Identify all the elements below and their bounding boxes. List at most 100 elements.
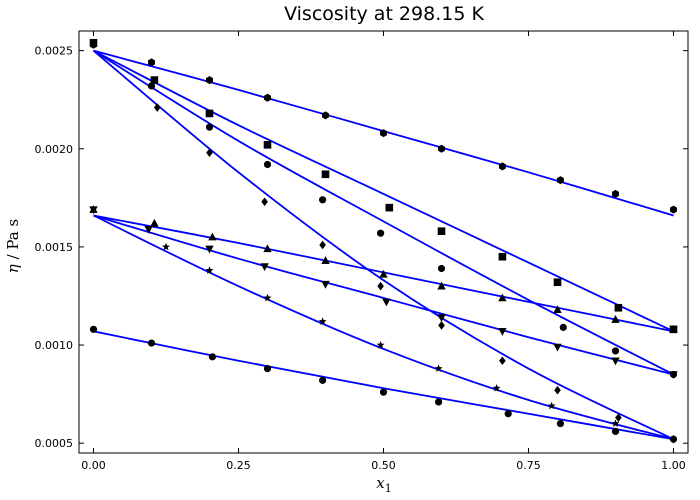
data-point-triangle-up — [321, 256, 330, 264]
y-tick-label: 0.0010 — [35, 339, 74, 352]
data-point-triangle-down — [498, 328, 507, 336]
data-point-circle — [556, 419, 565, 428]
series-8-markers — [89, 325, 678, 443]
data-point-diamond — [206, 148, 213, 157]
data-point-star — [263, 293, 272, 302]
x-tick-label: 0.25 — [226, 459, 251, 472]
data-point-circle — [377, 229, 385, 237]
data-point-star — [376, 340, 385, 349]
data-point-triangle-up — [611, 315, 620, 323]
data-point-circle — [205, 123, 214, 131]
data-point-hexagon — [206, 76, 213, 85]
fit-curve-2 — [93, 49, 674, 333]
series-6-markers — [89, 206, 678, 379]
data-point-triangle-up — [379, 269, 388, 278]
data-point-hexagon — [612, 189, 619, 198]
data-point-diamond — [438, 321, 445, 330]
data-point-star — [162, 242, 170, 251]
series-3-markers — [147, 82, 678, 379]
data-point-triangle-up — [437, 281, 446, 290]
data-point-circle — [437, 264, 446, 273]
x-tick-label: 0.50 — [371, 459, 396, 472]
x-tick-label: 0.00 — [81, 459, 106, 472]
data-point-diamond — [154, 103, 161, 112]
data-point-hexagon — [438, 144, 445, 153]
data-point-triangle-down — [669, 371, 678, 379]
fit-curve-6 — [93, 214, 674, 376]
data-point-circle — [208, 353, 216, 361]
data-point-star — [547, 401, 556, 410]
data-point-hexagon — [556, 176, 564, 185]
data-point-square — [385, 203, 394, 212]
series-4-markers — [154, 103, 677, 444]
data-point-hexagon — [148, 58, 155, 67]
data-point-circle — [319, 376, 327, 384]
fit-curve-8 — [93, 330, 674, 441]
data-point-triangle-down — [89, 206, 98, 215]
data-point-square — [321, 170, 330, 179]
fit-curve-4 — [92, 49, 674, 441]
data-point-triangle-up — [553, 305, 562, 314]
data-point-circle — [559, 323, 567, 331]
data-point-circle — [504, 410, 512, 418]
data-point-triangle-down — [437, 314, 446, 323]
data-point-hexagon — [380, 129, 387, 138]
data-point-star — [205, 266, 214, 274]
data-point-diamond — [554, 385, 561, 395]
data-point-triangle-down — [260, 263, 269, 272]
y-tick-label: 0.0025 — [35, 45, 74, 58]
data-point-diamond — [261, 197, 268, 207]
data-point-triangle-up — [208, 232, 217, 241]
data-point-square — [205, 109, 214, 118]
x-tick-label: 1.00 — [661, 459, 686, 472]
data-point-circle — [669, 435, 678, 443]
data-point-diamond — [499, 356, 506, 366]
y-tick-label: 0.0020 — [35, 143, 74, 156]
data-point-circle — [611, 427, 620, 436]
data-point-circle — [147, 339, 156, 347]
data-point-circle — [611, 347, 620, 355]
data-point-circle — [89, 325, 98, 333]
data-point-hexagon — [322, 111, 329, 120]
x-tick-label: 0.75 — [516, 459, 541, 472]
data-point-triangle-up — [669, 324, 678, 333]
data-point-circle — [379, 388, 388, 396]
data-point-triangle-down — [611, 357, 620, 366]
data-point-square — [437, 227, 446, 236]
data-point-triangle-down — [382, 298, 391, 307]
data-point-hexagon — [264, 93, 271, 102]
fit-curve-7 — [93, 214, 674, 441]
x-axis-label: x1 — [376, 474, 391, 495]
data-point-triangle-up — [150, 218, 159, 227]
data-point-triangle-up — [498, 293, 507, 302]
chart-title: Viscosity at 298.15 K — [284, 3, 484, 25]
data-point-square — [89, 38, 98, 47]
fit-curve-3 — [93, 49, 674, 376]
data-point-square — [614, 303, 623, 312]
data-point-triangle-down — [144, 225, 153, 234]
data-point-star — [611, 419, 620, 427]
series-7-markers — [162, 242, 620, 427]
data-point-hexagon — [670, 205, 677, 214]
data-point-diamond — [377, 281, 384, 291]
data-point-triangle-down — [205, 245, 214, 254]
data-point-triangle-up — [263, 244, 272, 253]
data-point-circle — [263, 365, 272, 373]
data-point-square — [553, 278, 562, 287]
y-tick-label: 0.0015 — [35, 241, 74, 254]
y-tick-label: 0.0005 — [35, 437, 74, 450]
data-point-circle — [319, 196, 327, 204]
data-point-circle — [435, 398, 443, 406]
y-axis-label: η / Pa s — [4, 219, 22, 273]
data-point-diamond — [615, 413, 622, 422]
series-1-markers — [90, 40, 677, 214]
data-point-hexagon — [498, 162, 506, 171]
data-point-star — [434, 364, 443, 372]
series-2-markers — [89, 38, 678, 334]
data-point-square — [498, 252, 507, 261]
data-point-square — [150, 76, 159, 84]
data-point-circle — [263, 160, 272, 169]
data-point-square — [263, 141, 272, 149]
